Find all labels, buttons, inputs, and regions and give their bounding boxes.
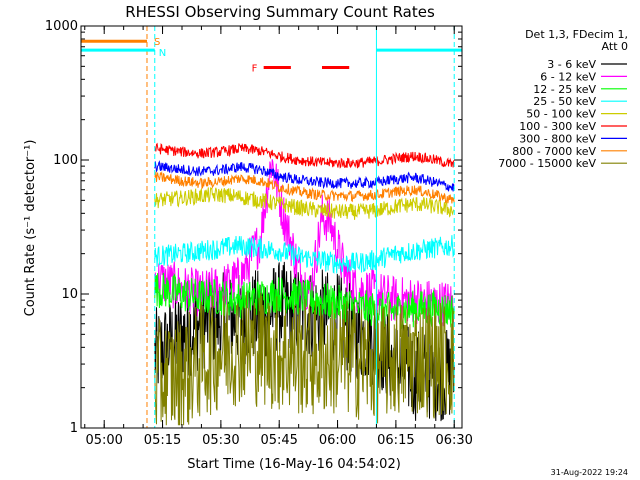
legend-entry-label: 7000 - 15000 keV (498, 157, 596, 170)
y-tick-label: 1 (70, 421, 78, 436)
x-tick-label: 05:30 (202, 433, 239, 448)
series-line-12-25-kev (154, 272, 455, 330)
legend-entry-label: 3 - 6 keV (547, 58, 596, 71)
legend-entry-label: 12 - 25 keV (533, 83, 596, 96)
flag-label-0: S (154, 37, 160, 48)
chart-title: RHESSI Observing Summary Count Rates (125, 3, 435, 21)
x-tick-label: 05:00 (85, 433, 122, 448)
series-line-25-50-kev (154, 235, 455, 274)
series-line-100-300-kev (154, 142, 455, 169)
data-layer (154, 142, 455, 426)
x-tick-label: 06:00 (319, 433, 356, 448)
legend-title-line: Att 0 (602, 40, 628, 53)
x-tick-label: 05:45 (260, 433, 297, 448)
y-tick-label: 100 (53, 153, 78, 168)
legend-entry-label: 50 - 100 keV (526, 108, 596, 121)
x-tick-label: 05:15 (144, 433, 181, 448)
legend-entry-label: 100 - 300 keV (519, 120, 596, 133)
series-line-300-800-kev (154, 160, 455, 192)
legend-entry-label: 6 - 12 keV (540, 70, 596, 83)
series-line-50-100-kev (154, 186, 455, 220)
y-tick-label: 1000 (45, 19, 78, 34)
series-line-800-7000-kev (154, 170, 455, 204)
legend-entry-label: 300 - 800 keV (519, 132, 596, 145)
x-tick-label: 06:15 (377, 433, 414, 448)
plot-frame (80, 25, 463, 429)
y-tick-label: 10 (61, 287, 78, 302)
y-axis-label: Count Rate (s⁻¹ detector⁻¹) (23, 140, 38, 317)
legend-entry-label: 800 - 7000 keV (512, 145, 596, 158)
x-axis-label: Start Time (16-May-16 04:54:02) (187, 457, 401, 472)
series-line-7000-15000-kev (154, 291, 455, 426)
flag-label-2: F (252, 64, 258, 75)
x-tick-label: 06:30 (435, 433, 472, 448)
flag-label-1: N (159, 48, 166, 59)
legend-title-line: Det 1,3, FDecim 1, (525, 28, 628, 41)
axes-layer: 1 10 100 1000 05:00 05:15 05:30 05:45 06:00 06:15… (45, 19, 473, 448)
legend-entry-label: 25 - 50 keV (533, 95, 596, 108)
render-timestamp: 31-Aug-2022 19:24 (551, 468, 628, 477)
